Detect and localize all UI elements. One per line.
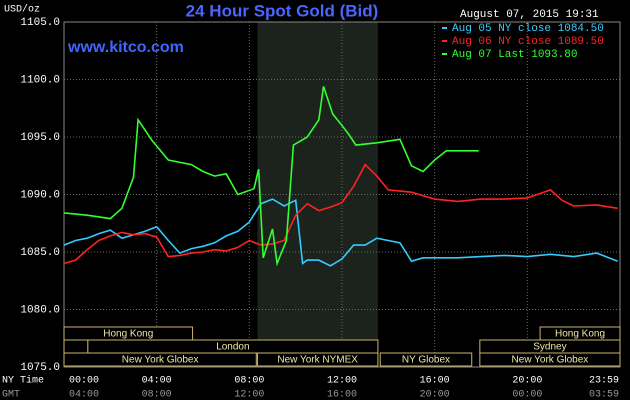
plot-frame: [63, 21, 621, 368]
session-box: [63, 352, 257, 367]
legend-entry: Aug 07 Last 1093.80: [452, 49, 577, 61]
x2-tick-label: 12:00: [234, 390, 264, 400]
session-box: [479, 352, 621, 367]
legend-swatch: [442, 53, 447, 55]
legend-entry: Aug 05 NY close 1084.50: [452, 23, 604, 35]
legend-entry: Aug 06 NY close 1089.50: [452, 36, 604, 48]
x2-tick-label: 16:00: [327, 390, 357, 400]
x2-tick-label: 08:00: [142, 390, 172, 400]
y-tick-label: 1075.0: [20, 362, 60, 374]
price-line: [63, 163, 618, 265]
y-tick-label: 1090.0: [20, 189, 60, 201]
session-shade: [257, 22, 378, 367]
x-tick-label: 00:00: [69, 376, 99, 387]
chart-title: 24 Hour Spot Gold (Bid): [186, 1, 379, 20]
timestamp: August 07, 2015 19:31: [460, 9, 599, 21]
x-tick-label: 08:00: [234, 376, 264, 387]
session-box: [379, 352, 473, 367]
session-label: NY Globex: [402, 355, 450, 366]
x-tick-label: 16:00: [420, 376, 450, 387]
session-label: New York Globex: [122, 355, 199, 366]
price-line: [63, 86, 479, 267]
legend-swatch: [442, 27, 447, 29]
x2-tick-label: 00:00: [512, 390, 542, 400]
session-label: Hong Kong: [555, 329, 605, 340]
y-tick-label: 1095.0: [20, 132, 60, 144]
session-box: [63, 339, 89, 354]
x-tick-label: 04:00: [142, 376, 172, 387]
session-label: New York NYMEX: [277, 355, 358, 366]
y-tick-label: 1085.0: [20, 247, 60, 259]
session-box: [256, 352, 379, 367]
price-line: [63, 198, 618, 267]
session-label: London: [216, 342, 249, 353]
x2-tick-label: 04:00: [69, 390, 99, 400]
session-label: Hong Kong: [103, 329, 153, 340]
x-tick-label: 20:00: [512, 376, 542, 387]
unit-label: USD/oz: [4, 4, 40, 16]
y-tick-label: 1105.0: [20, 17, 60, 29]
legend-swatch: [442, 40, 447, 42]
y-tick-label: 1100.0: [20, 74, 60, 86]
x-tick-label: 23:59: [589, 376, 619, 387]
x2-axis-label: GMT: [2, 390, 20, 400]
x2-tick-label: 03:59: [589, 390, 619, 400]
x-axis-label: NY Time: [2, 375, 44, 387]
y-tick-label: 1080.0: [20, 304, 60, 316]
session-label: Sydney: [533, 342, 566, 353]
chart-subtitle: www.kitco.com: [67, 39, 184, 56]
session-label: New York Globex: [512, 355, 589, 366]
x-tick-label: 12:00: [327, 376, 357, 387]
x2-tick-label: 20:00: [420, 390, 450, 400]
